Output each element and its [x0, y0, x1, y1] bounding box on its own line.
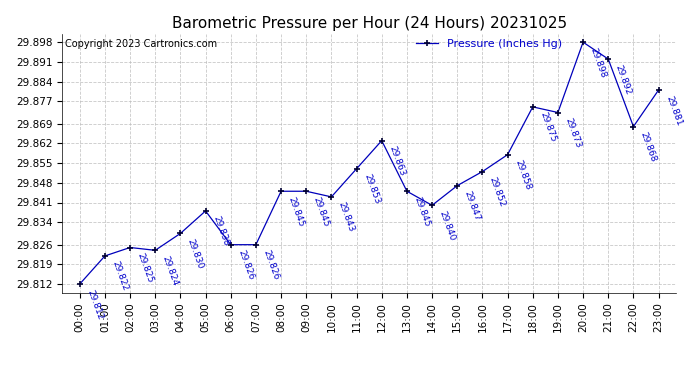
Pressure (Inches Hg) [403, 189, 411, 194]
Pressure (Inches Hg) [277, 189, 285, 194]
Pressure (Inches Hg) [579, 40, 587, 45]
Text: 29.838: 29.838 [211, 215, 230, 248]
Pressure (Inches Hg) [629, 124, 638, 129]
Pressure (Inches Hg) [201, 209, 210, 213]
Pressure (Inches Hg) [604, 57, 613, 62]
Pressure (Inches Hg) [126, 245, 134, 250]
Text: 29.868: 29.868 [639, 131, 658, 164]
Pressure (Inches Hg) [529, 105, 537, 109]
Text: 29.826: 29.826 [262, 249, 281, 281]
Pressure (Inches Hg) [176, 231, 184, 236]
Pressure (Inches Hg) [504, 153, 512, 157]
Pressure (Inches Hg) [428, 203, 436, 208]
Pressure (Inches Hg) [654, 88, 662, 92]
Pressure (Inches Hg) [327, 195, 335, 199]
Pressure (Inches Hg) [101, 254, 109, 258]
Line: Pressure (Inches Hg): Pressure (Inches Hg) [77, 39, 662, 288]
Text: 29.892: 29.892 [614, 63, 633, 96]
Text: 29.873: 29.873 [564, 117, 582, 149]
Text: 29.881: 29.881 [664, 94, 683, 127]
Pressure (Inches Hg) [554, 110, 562, 115]
Title: Barometric Pressure per Hour (24 Hours) 20231025: Barometric Pressure per Hour (24 Hours) … [172, 16, 566, 31]
Pressure (Inches Hg) [377, 138, 386, 143]
Text: 29.826: 29.826 [236, 249, 255, 281]
Text: 29.898: 29.898 [589, 46, 608, 79]
Text: 29.845: 29.845 [413, 195, 432, 228]
Pressure (Inches Hg) [478, 170, 486, 174]
Text: 29.822: 29.822 [110, 260, 130, 292]
Text: 29.812: 29.812 [86, 288, 104, 321]
Text: 29.840: 29.840 [437, 210, 457, 242]
Pressure (Inches Hg) [353, 166, 361, 171]
Text: 29.875: 29.875 [538, 111, 558, 144]
Pressure (Inches Hg) [76, 282, 84, 286]
Pressure (Inches Hg) [302, 189, 311, 194]
Pressure (Inches Hg) [151, 248, 159, 253]
Text: 29.853: 29.853 [362, 173, 382, 206]
Text: 29.863: 29.863 [387, 145, 406, 177]
Legend: Pressure (Inches Hg): Pressure (Inches Hg) [411, 34, 566, 53]
Text: 29.824: 29.824 [161, 255, 180, 287]
Text: 29.847: 29.847 [463, 190, 482, 222]
Text: 29.825: 29.825 [136, 252, 155, 284]
Text: 29.830: 29.830 [186, 238, 205, 270]
Text: 29.843: 29.843 [337, 201, 356, 234]
Text: Copyright 2023 Cartronics.com: Copyright 2023 Cartronics.com [65, 39, 217, 49]
Text: 29.852: 29.852 [488, 176, 507, 208]
Pressure (Inches Hg) [453, 183, 462, 188]
Pressure (Inches Hg) [252, 243, 260, 247]
Pressure (Inches Hg) [226, 243, 235, 247]
Text: 29.845: 29.845 [286, 195, 306, 228]
Text: 29.845: 29.845 [312, 195, 331, 228]
Text: 29.858: 29.858 [513, 159, 533, 192]
